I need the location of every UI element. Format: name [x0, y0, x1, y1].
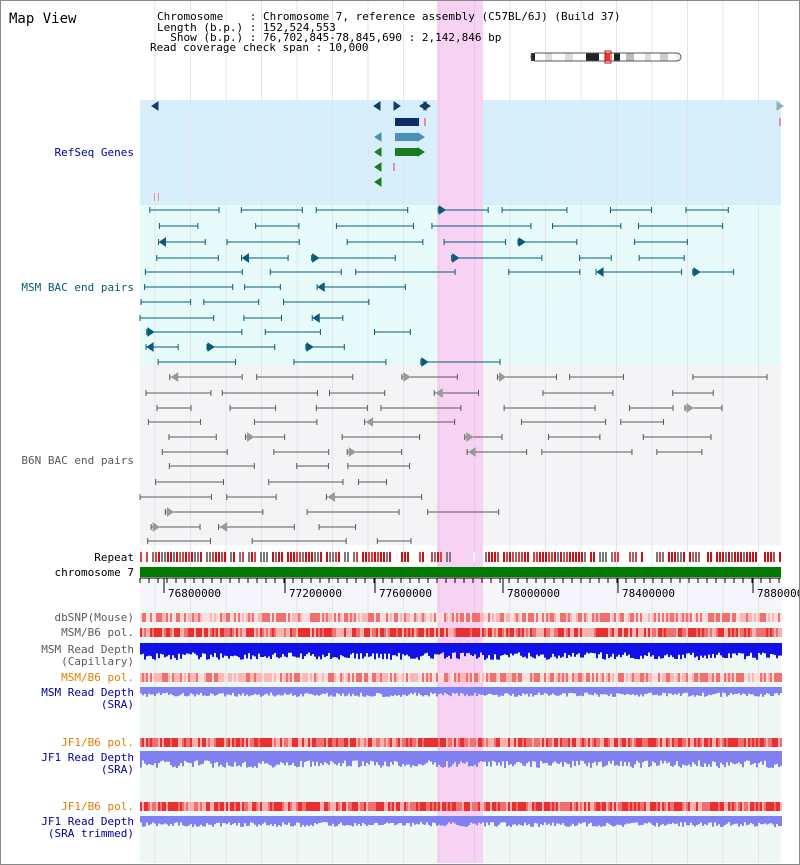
track-label-refseq[interactable]: RefSeq Genes — [54, 146, 134, 159]
track-label-msm-depth-sra: MSM Read Depth (SRA) — [41, 686, 134, 711]
header-coverage-span: Read coverage check span : 10,000 — [150, 41, 369, 54]
header-show-range: Show (b.p.) : 76,702,845-78,845,690 : 2,… — [157, 31, 502, 44]
track-label-jf1-pol-2: JF1/B6 pol. — [61, 800, 134, 813]
axis-tick-label: 76800000 — [168, 587, 221, 600]
header-length: Length (b.p.) : 152,524,553 — [157, 21, 336, 34]
page-title: Map View — [9, 11, 77, 27]
highlight-region — [437, 0, 483, 863]
axis-tick-label: 78000000 — [507, 587, 560, 600]
axis-tick-label: 77200000 — [289, 587, 342, 600]
header-chromosome: Chromosome : Chromosome 7, reference ass… — [157, 10, 621, 23]
track-label-msm-depth-capillary: MSM Read Depth (Capillary) — [41, 643, 134, 668]
axis-tick-label: 7880000 — [757, 587, 800, 600]
axis-tick-label: 78400000 — [622, 587, 675, 600]
axis-tick-label: 77600000 — [379, 587, 432, 600]
track-label-jf1-depth-trimmed: JF1 Read Depth (SRA trimmed) — [41, 815, 134, 840]
track-label-dbsnp: dbSNP(Mouse) — [54, 611, 134, 624]
track-label-b6n-bac[interactable]: B6N BAC end pairs — [21, 454, 134, 467]
track-label-chromosome: chromosome 7 — [54, 566, 134, 579]
track-label-msm-bac[interactable]: MSM BAC end pairs — [21, 281, 134, 294]
track-label-jf1-pol-1: JF1/B6 pol. — [61, 736, 134, 749]
track-label-repeat: Repeat — [94, 551, 134, 564]
track-label-msm-pol-2: MSM/B6 pol. — [61, 671, 134, 684]
track-label-jf1-depth-sra: JF1 Read Depth (SRA) — [41, 751, 134, 776]
chromosome-bar — [140, 567, 781, 577]
track-label-msm-pol-1: MSM/B6 pol. — [61, 626, 134, 639]
